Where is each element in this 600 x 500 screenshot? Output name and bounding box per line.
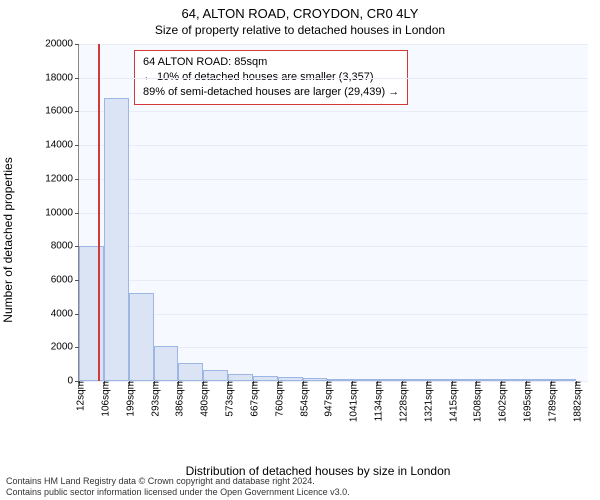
x-tick-label: 760sqm [270,381,285,417]
x-tick-label: 1228sqm [395,381,410,422]
x-tick-label: 480sqm [196,381,211,417]
footer-line-2: Contains public sector information licen… [6,487,350,498]
page-subtitle: Size of property relative to detached ho… [0,21,600,41]
gridline [79,213,588,214]
y-tick-label: 4000 [51,308,79,319]
histogram-chart: Number of detached properties 64 ALTON R… [48,44,588,436]
histogram-bar [228,374,253,381]
x-tick-label: 1882sqm [568,381,583,422]
x-tick-label: 1602sqm [494,381,509,422]
histogram-bar [104,98,129,381]
y-axis-label: Number of detached properties [1,157,15,322]
gridline [79,145,588,146]
gridline [79,280,588,281]
plot-area: 64 ALTON ROAD: 85sqm ← 10% of detached h… [78,44,588,382]
callout-line-1: 64 ALTON ROAD: 85sqm [143,55,399,70]
histogram-bar [154,346,179,381]
x-tick-label: 1321sqm [419,381,434,422]
gridline [79,179,588,180]
x-tick-label: 1508sqm [469,381,484,422]
y-tick-label: 10000 [45,207,79,218]
gridline [79,246,588,247]
gridline [79,314,588,315]
x-tick-label: 1134sqm [370,381,385,421]
y-tick-label: 6000 [51,274,79,285]
footer-attribution: Contains HM Land Registry data © Crown c… [6,476,350,499]
y-tick-label: 16000 [45,106,79,117]
x-tick-label: 386sqm [171,381,186,417]
x-tick-label: 573sqm [221,381,236,417]
x-tick-label: 947sqm [320,381,335,417]
x-tick-label: 1789sqm [544,381,559,422]
histogram-bar [178,363,203,381]
histogram-bar [203,370,228,381]
x-tick-label: 667sqm [246,381,261,417]
page-title: 64, ALTON ROAD, CROYDON, CR0 4LY [0,0,600,21]
gridline [79,44,588,45]
x-tick-label: 106sqm [96,381,111,417]
y-tick-label: 18000 [45,72,79,83]
histogram-bar [129,293,154,381]
x-tick-label: 1415sqm [444,381,459,422]
x-tick-label: 199sqm [121,381,136,417]
x-tick-label: 12sqm [72,381,87,411]
gridline [79,78,588,79]
footer-line-1: Contains HM Land Registry data © Crown c… [6,476,350,487]
callout-line-3: 89% of semi-detached houses are larger (… [143,85,399,100]
y-tick-label: 20000 [45,39,79,50]
x-tick-label: 1041sqm [345,381,360,422]
y-tick-label: 2000 [51,342,79,353]
y-tick-label: 8000 [51,241,79,252]
property-marker-line [98,44,100,381]
y-tick-label: 12000 [45,173,79,184]
y-tick-label: 14000 [45,140,79,151]
x-tick-label: 293sqm [146,381,161,417]
x-tick-label: 854sqm [295,381,310,417]
gridline [79,111,588,112]
x-tick-label: 1695sqm [519,381,534,422]
